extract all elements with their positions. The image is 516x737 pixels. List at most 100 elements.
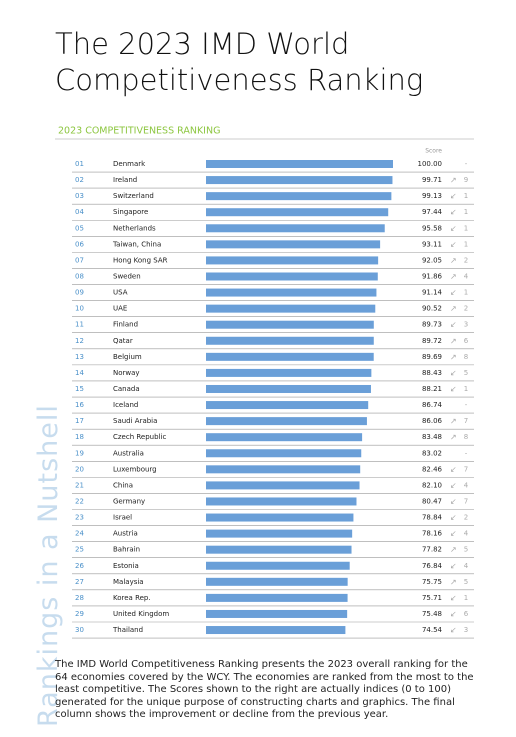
bar: [206, 320, 374, 329]
score: 76.84: [422, 562, 443, 570]
score: 75.48: [422, 610, 442, 618]
change: 1: [464, 594, 468, 602]
trend-arrow: ↙: [450, 320, 457, 329]
score: 88.21: [422, 385, 442, 393]
change: -: [465, 449, 468, 457]
trend-arrow: ↗: [450, 176, 457, 185]
score: 92.05: [422, 256, 442, 264]
rank: 06: [75, 240, 84, 248]
rank: 29: [75, 610, 84, 618]
trend-arrow: ↗: [450, 352, 457, 361]
trend-arrow: ↗: [450, 433, 457, 442]
change: 1: [464, 289, 468, 297]
bar: [206, 256, 379, 265]
change: 1: [464, 208, 468, 216]
trend-arrow: ↙: [450, 240, 457, 249]
rank: 10: [75, 305, 84, 313]
description: The IMD World Competitiveness Ranking pr…: [55, 659, 474, 720]
rank: 15: [75, 385, 84, 393]
score: 80.47: [422, 497, 442, 505]
change: 6: [464, 610, 469, 618]
country: Belgium: [113, 353, 142, 361]
score: 82.46: [422, 465, 443, 473]
country: Australia: [113, 449, 144, 457]
change: 7: [464, 497, 468, 505]
score: 99.71: [422, 176, 442, 184]
bar: [206, 497, 357, 506]
change: 8: [464, 353, 468, 361]
change: 6: [464, 337, 469, 345]
score: 95.58: [422, 224, 442, 232]
rank: 28: [75, 594, 84, 602]
country: Norway: [113, 369, 140, 377]
country: Ireland: [113, 176, 137, 184]
score: 86.74: [422, 401, 443, 409]
score: 83.48: [422, 433, 442, 441]
trend-arrow: ↙: [450, 497, 457, 506]
country: Austria: [113, 530, 138, 538]
rank: 04: [75, 208, 84, 216]
score: 97.44: [422, 208, 443, 216]
score: 89.73: [422, 321, 442, 329]
country: Israel: [113, 514, 132, 522]
trend-arrow: ↙: [450, 384, 457, 393]
country: Sweden: [113, 272, 141, 280]
rank: 16: [75, 401, 84, 409]
rank: 12: [75, 337, 84, 345]
country: China: [113, 481, 133, 489]
score: 100.00: [418, 160, 443, 168]
country: Bahrain: [113, 546, 140, 554]
country: Taiwan, China: [112, 240, 161, 248]
trend-arrow: ↗: [450, 256, 457, 265]
bar: [206, 609, 348, 618]
bar: [206, 529, 353, 538]
change: 7: [464, 417, 468, 425]
bar: [206, 208, 389, 217]
country: Netherlands: [113, 224, 156, 232]
score: 75.75: [422, 578, 442, 586]
score: 86.06: [422, 417, 443, 425]
rank: 01: [75, 160, 84, 168]
country: Hong Kong SAR: [113, 256, 168, 264]
trend-arrow: ↗: [450, 577, 457, 586]
trend-arrow: ↙: [450, 593, 457, 602]
bar: [206, 336, 374, 345]
score: 99.13: [422, 192, 442, 200]
bar: [206, 160, 393, 168]
change: 1: [464, 192, 468, 200]
country: UAE: [113, 305, 127, 313]
bar: [206, 449, 362, 458]
trend-arrow: ↗: [450, 545, 457, 554]
change: -: [465, 401, 468, 409]
change: 5: [464, 369, 468, 377]
rank: 14: [75, 369, 84, 377]
score: 91.14: [422, 289, 443, 297]
change: 1: [464, 224, 468, 232]
trend-arrow: ↙: [450, 513, 457, 522]
change: -: [465, 160, 468, 168]
bar: [206, 433, 363, 442]
trend-arrow: ↙: [450, 609, 457, 618]
score-header: Score: [425, 148, 442, 155]
country: Singapore: [113, 208, 148, 216]
rank: 26: [75, 562, 84, 570]
score: 91.86: [422, 272, 443, 280]
rank: 30: [75, 626, 84, 634]
bar: [206, 224, 385, 233]
country: United Kingdom: [113, 610, 169, 618]
bar: [206, 240, 381, 249]
change: 4: [464, 562, 469, 570]
bar: [206, 352, 374, 361]
score: 89.72: [422, 337, 442, 345]
bar: [206, 304, 376, 313]
trend-arrow: ↗: [450, 304, 457, 313]
bar: [206, 626, 346, 635]
score: 78.16: [422, 530, 443, 538]
rank: 24: [75, 530, 84, 538]
score: 93.11: [422, 240, 442, 248]
bar: [206, 192, 392, 201]
trend-arrow: ↙: [450, 208, 457, 217]
rank: 25: [75, 546, 84, 554]
rank: 23: [75, 514, 84, 522]
